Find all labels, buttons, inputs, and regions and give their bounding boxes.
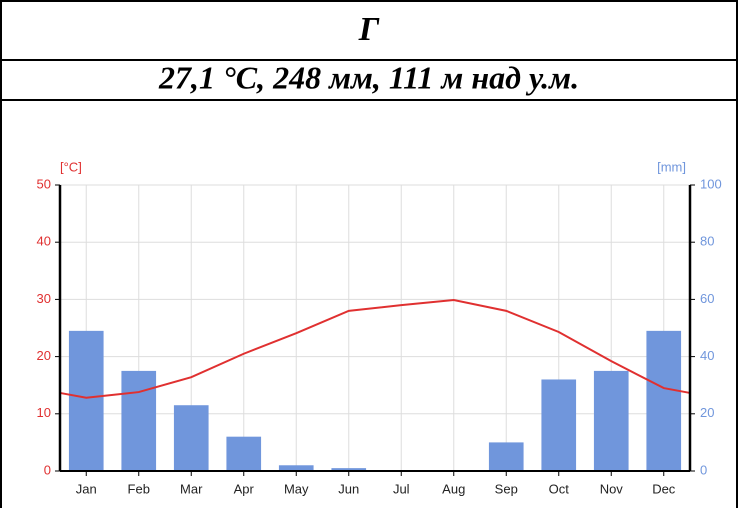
- x-tick-label: Nov: [600, 481, 624, 496]
- bar: [68, 330, 104, 471]
- x-tick-label: Sep: [495, 481, 518, 496]
- bar: [226, 436, 262, 471]
- y-tick-label: 40: [37, 234, 51, 249]
- bar: [646, 330, 682, 471]
- bar: [593, 370, 629, 471]
- line: [59, 298, 691, 399]
- x-tick-label: Jul: [393, 481, 410, 496]
- x-tick-label: Feb: [128, 481, 150, 496]
- bar: [173, 405, 209, 471]
- y2-tick-label: 40: [700, 348, 714, 363]
- y-tick-label: 50: [37, 176, 51, 191]
- bar: [331, 468, 367, 471]
- x-tick-label: Jan: [76, 481, 97, 496]
- x-tick-label: Oct: [549, 481, 570, 496]
- subtitle: 27,1 °C, 248 мм, 111 м над у.м.: [158, 59, 579, 95]
- y-tick-label: 20: [37, 348, 51, 363]
- bar: [278, 465, 314, 471]
- x-tick-label: Mar: [180, 481, 203, 496]
- y-axis-label: [°C]: [60, 159, 82, 174]
- y2-tick-label: 0: [700, 462, 707, 477]
- y-tick-label: 10: [37, 405, 51, 420]
- x-tick-label: May: [284, 481, 309, 496]
- x-tick-label: Dec: [652, 481, 676, 496]
- bar: [488, 442, 524, 471]
- y2-tick-label: 20: [700, 405, 714, 420]
- y2-tick-label: 100: [700, 176, 722, 191]
- bar: [541, 379, 577, 471]
- title: Г: [358, 11, 380, 48]
- chart: Jan Feb Mar Apr May Jun Jul Aug Sep Oct Nov Dec 0 10 2…: [37, 159, 722, 496]
- y-tick-label: 30: [37, 291, 51, 306]
- x-tick-label: Aug: [442, 481, 465, 496]
- x-tick-label: Jun: [338, 481, 359, 496]
- y2-tick-label: 60: [700, 291, 714, 306]
- y2-tick-label: 80: [700, 234, 714, 249]
- bar: [121, 370, 157, 471]
- y2-axis-label: [mm]: [657, 159, 686, 174]
- y-tick-label: 0: [44, 462, 51, 477]
- x-tick-label: Apr: [234, 481, 255, 496]
